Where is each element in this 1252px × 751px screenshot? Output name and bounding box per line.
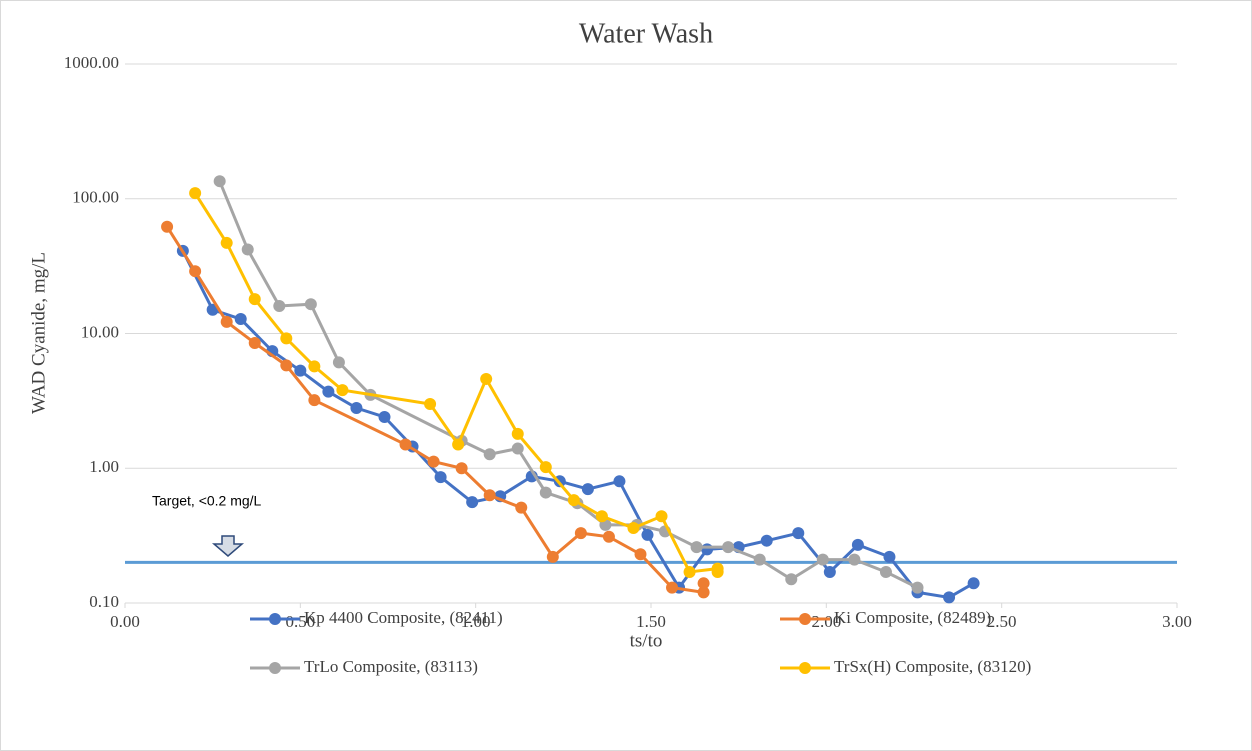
series-marker (785, 573, 798, 586)
legend-label: Kp 4400 Composite, (82411) (304, 608, 503, 627)
series-marker (879, 565, 892, 578)
series-marker (273, 299, 286, 312)
series-marker (399, 438, 412, 451)
annotation: Target, <0.2 mg/L (152, 493, 262, 509)
series-marker (322, 385, 335, 398)
x-axis-label: ts/to (630, 630, 663, 651)
y-axis-label: WAD Cyanide, mg/L (28, 252, 49, 414)
series-marker (189, 187, 202, 200)
series-marker (539, 486, 552, 499)
series-marker (567, 494, 580, 507)
series-marker (697, 577, 710, 590)
series-marker (466, 496, 479, 509)
series-marker (655, 510, 668, 523)
legend-marker (269, 662, 281, 674)
series-marker (378, 411, 391, 424)
series-marker (280, 332, 293, 345)
legend-label: TrLo Composite, (83113) (304, 657, 478, 676)
series-marker (943, 591, 956, 604)
series-marker (711, 565, 724, 578)
x-tick-label: 1.00 (461, 612, 491, 631)
series-marker (602, 530, 615, 543)
series-marker (511, 442, 524, 455)
series-marker (350, 401, 363, 414)
series-marker (241, 243, 254, 256)
chart-title: Water Wash (579, 18, 713, 49)
series-marker (304, 298, 317, 311)
series-marker (280, 359, 293, 372)
series-marker (683, 565, 696, 578)
series-marker (336, 384, 349, 397)
series-marker (546, 550, 559, 563)
series-marker (452, 438, 465, 451)
series-marker (248, 293, 261, 306)
series-marker (722, 541, 735, 554)
series-marker (574, 527, 587, 540)
series-marker (627, 522, 640, 535)
series-line (218, 180, 919, 589)
series-marker (760, 534, 773, 547)
series-marker (332, 356, 345, 369)
series-marker (220, 315, 233, 328)
series-marker (595, 510, 608, 523)
x-tick-label: 2.00 (811, 612, 841, 631)
series-marker (848, 553, 861, 566)
series-marker (308, 360, 321, 373)
series-marker (480, 372, 493, 385)
series-marker (641, 528, 654, 541)
series-marker (234, 313, 247, 326)
series-marker (161, 220, 174, 233)
series-marker (613, 475, 626, 488)
series-marker (424, 397, 437, 410)
series-marker (483, 489, 496, 502)
series-marker (189, 265, 202, 278)
x-tick-label: 2.50 (987, 612, 1017, 631)
series-marker (220, 236, 233, 249)
series-marker (248, 337, 261, 350)
series-marker (753, 553, 766, 566)
target-arrow (211, 535, 245, 557)
series-marker (816, 553, 829, 566)
series-marker (539, 461, 552, 474)
series-marker (455, 462, 468, 475)
series-marker (515, 501, 528, 514)
x-tick-label: 1.50 (636, 612, 666, 631)
series-marker (511, 427, 524, 440)
series-marker (690, 541, 703, 554)
series-marker (581, 483, 594, 496)
legend-marker (269, 613, 281, 625)
y-tick-label: 10.00 (81, 322, 119, 341)
series-marker (427, 455, 440, 468)
legend-marker (799, 613, 811, 625)
series-marker (823, 565, 836, 578)
series-marker (666, 581, 679, 594)
series-marker (883, 550, 896, 563)
series-marker (634, 548, 647, 561)
x-tick-label: 3.00 (1162, 612, 1192, 631)
series-marker (294, 364, 307, 377)
series-marker (308, 394, 321, 407)
series-marker (483, 448, 496, 461)
y-tick-label: 1000.00 (64, 53, 119, 72)
y-tick-label: 100.00 (72, 188, 119, 207)
y-tick-label: 0.10 (89, 592, 119, 611)
x-tick-label: 0.00 (110, 612, 140, 631)
series-marker (213, 175, 226, 188)
series-marker (967, 577, 980, 590)
series-marker (697, 586, 710, 599)
legend-label: Ki Composite, (82489) (834, 608, 991, 627)
x-tick-label: 0.50 (285, 612, 315, 631)
series-marker (911, 581, 924, 594)
series-line (193, 192, 720, 574)
series-marker (701, 543, 714, 556)
legend-marker (799, 662, 811, 674)
series-marker (851, 538, 864, 551)
y-tick-label: 1.00 (89, 457, 119, 476)
series-marker (792, 527, 805, 540)
series-marker (434, 471, 447, 484)
legend-label: TrSx(H) Composite, (83120) (834, 657, 1031, 676)
